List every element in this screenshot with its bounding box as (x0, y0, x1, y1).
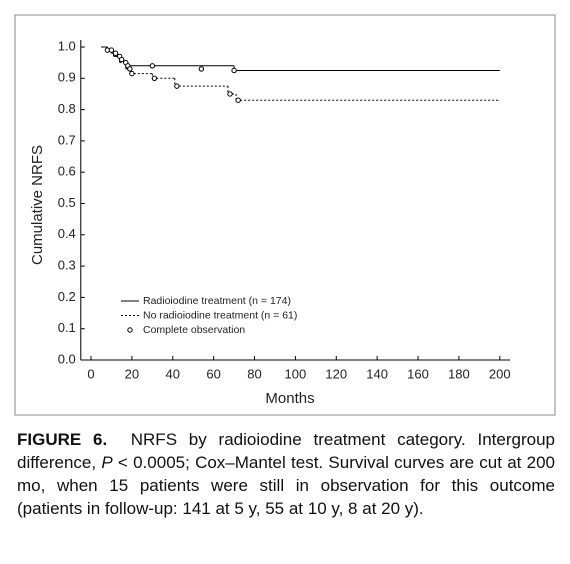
caption-text: < 0.0005; Cox–Mantel test. Survival curv… (17, 453, 555, 518)
legend-label: Complete observation (143, 324, 245, 336)
y-tick-label: 0.0 (58, 351, 76, 366)
y-tick-label: 0.8 (58, 101, 76, 116)
x-tick-label: 120 (325, 366, 347, 381)
chart: Months Cumulative NRFS 0.0 0.1 0.2 0.3 0.4 0.… (14, 14, 556, 416)
censor-mark (151, 75, 158, 82)
x-tick-label: 180 (448, 366, 470, 381)
legend-marker (127, 327, 133, 333)
y-tick-label: 0.3 (58, 258, 76, 273)
caption-label: FIGURE 6. (17, 430, 108, 449)
y-tick-label: 0.1 (58, 320, 76, 335)
y-tick-label: 0.4 (58, 226, 76, 241)
censor-mark (227, 91, 233, 97)
censor-mark (198, 66, 205, 72)
x-tick-label: 200 (489, 366, 511, 381)
legend-label: Radioiodine treatment (n = 174) (143, 295, 291, 307)
y-axis-label: Cumulative NRFS (29, 145, 46, 265)
x-tick-label: 80 (247, 366, 261, 381)
x-tick-label: 140 (366, 366, 388, 381)
caption-text: P (101, 453, 113, 472)
y-tick-label: 0.2 (58, 289, 76, 304)
x-tick-label: 60 (206, 366, 220, 381)
censor-mark (174, 83, 180, 89)
x-tick-label: 100 (285, 366, 307, 381)
legend-label: No radioiodine treatment (n = 61) (143, 309, 297, 321)
x-tick-label: 20 (125, 366, 139, 381)
x-axis-label: Months (265, 390, 314, 407)
x-tick-label: 0 (87, 366, 94, 381)
censor-mark (112, 50, 119, 56)
caption-text: NRFS by radioiodine treatment category. … (17, 430, 556, 472)
frame (14, 14, 556, 416)
x-tick-label: 160 (407, 366, 429, 381)
censor-mark (235, 97, 241, 103)
censor-mark (129, 70, 135, 77)
censor-mark (127, 66, 133, 72)
y-tick-label: 0.5 (58, 195, 76, 210)
censor-mark (108, 47, 115, 53)
censor-mark (118, 56, 125, 63)
x-tick-label: 40 (166, 366, 180, 381)
censor-mark (149, 63, 156, 69)
y-tick-label: 1.0 (58, 38, 76, 53)
censor-mark (231, 67, 237, 74)
y-tick-label: 0.6 (58, 164, 76, 179)
y-tick-label: 0.7 (58, 132, 76, 147)
y-tick-label: 0.9 (58, 70, 76, 85)
caption: FIGURE 6. NRFS by radioiodine treatment … (17, 428, 555, 520)
